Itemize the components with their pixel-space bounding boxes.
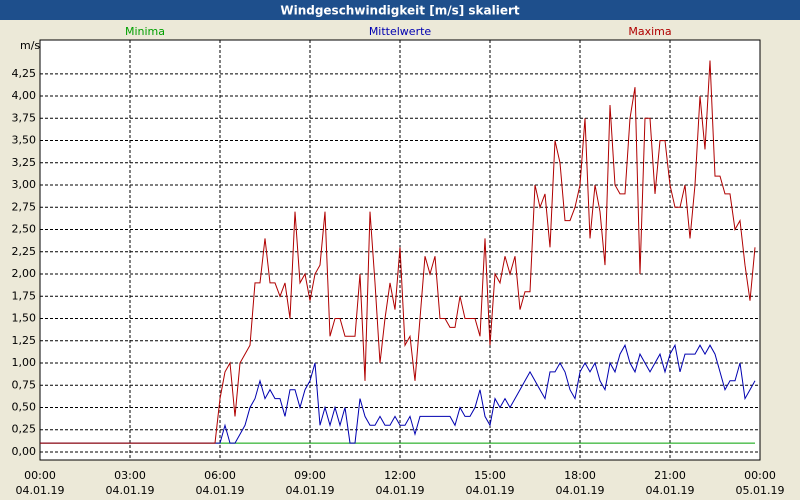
series-line	[40, 60, 756, 444]
x-tick-label: 18:00	[564, 469, 596, 482]
x-tick-date: 04.01.19	[646, 484, 695, 497]
y-tick-label: 0,50	[12, 401, 37, 414]
x-tick-date: 04.01.19	[556, 484, 605, 497]
legend-entry: Maxima	[628, 25, 671, 38]
y-tick-label: 2,00	[12, 267, 37, 280]
y-tick-label: 2,25	[12, 245, 37, 258]
title-bar	[0, 0, 800, 20]
x-tick-date: 04.01.19	[196, 484, 245, 497]
y-tick-label: 0,00	[12, 445, 37, 458]
y-unit: m/s	[20, 39, 40, 52]
y-tick-label: 3,25	[12, 156, 37, 169]
legend-entry: Mittelwerte	[369, 25, 432, 38]
x-tick-label: 00:00	[744, 469, 776, 482]
x-tick-label: 15:00	[474, 469, 506, 482]
x-tick-label: 00:00	[24, 469, 56, 482]
y-tick-label: 4,25	[12, 67, 37, 80]
x-tick-label: 03:00	[114, 469, 146, 482]
x-tick-date: 04.01.19	[466, 484, 515, 497]
legend-entry: Minima	[125, 25, 165, 38]
y-tick-label: 4,00	[12, 89, 37, 102]
y-tick-label: 1,25	[12, 334, 37, 347]
y-tick-label: 3,50	[12, 134, 37, 147]
chart-title: Windgeschwindigkeit [m/s] skaliert	[280, 4, 520, 18]
y-tick-label: 1,75	[12, 289, 37, 302]
x-tick-label: 06:00	[204, 469, 236, 482]
x-tick-date: 04.01.19	[376, 484, 425, 497]
x-tick-date: 04.01.19	[16, 484, 65, 497]
y-tick-label: 1,00	[12, 356, 37, 369]
x-tick-date: 05.01.19	[736, 484, 785, 497]
y-tick-label: 0,75	[12, 378, 37, 391]
x-tick-label: 21:00	[654, 469, 686, 482]
y-tick-label: 1,50	[12, 312, 37, 325]
y-tick-label: 3,00	[12, 178, 37, 191]
x-tick-date: 04.01.19	[286, 484, 335, 497]
y-tick-label: 2,50	[12, 223, 37, 236]
x-tick-date: 04.01.19	[106, 484, 155, 497]
y-tick-label: 2,75	[12, 200, 37, 213]
x-tick-label: 12:00	[384, 469, 416, 482]
x-tick-label: 09:00	[294, 469, 326, 482]
y-tick-label: 3,75	[12, 111, 37, 124]
y-tick-label: 0,25	[12, 423, 37, 436]
